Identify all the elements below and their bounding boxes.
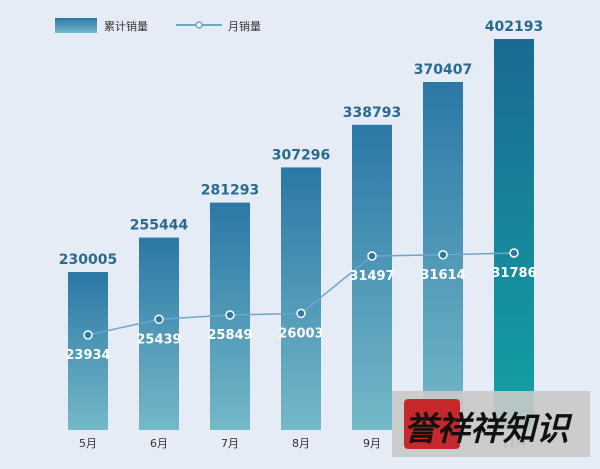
x-tick-label-0: 5月: [79, 437, 97, 450]
line-value-label-1: 25439: [136, 332, 181, 347]
line-point-labels-group: 23934 25439 25849 26003 31497 31614 31786: [65, 266, 536, 363]
bar-6: [494, 39, 534, 430]
bar-1: [139, 237, 179, 430]
bar-value-label-3: 307296: [272, 147, 330, 163]
bar-value-label-6: 402193: [485, 19, 543, 35]
legend: 累计销量 月销量: [55, 18, 261, 33]
legend-cumulative-label: 累计销量: [104, 19, 148, 33]
line-point-3: [296, 308, 306, 319]
x-tick-label-1: 6月: [150, 437, 168, 450]
line-point-5: [438, 250, 448, 260]
bar-value-label-2: 281293: [201, 183, 259, 199]
bar-value-label-0: 230005: [59, 252, 117, 268]
line-point-1: [154, 314, 164, 325]
x-tick-label-2: 7月: [221, 437, 239, 450]
line-value-label-0: 23934: [65, 348, 110, 363]
line-point-4: [367, 251, 377, 261]
bar-4: [352, 124, 392, 431]
line-value-label-6: 31786: [491, 266, 536, 281]
line-point-6: [509, 248, 519, 258]
bar-3: [281, 167, 321, 430]
line-value-label-5: 31614: [420, 268, 465, 283]
bars-group: [68, 39, 534, 431]
line-value-label-4: 31497: [349, 269, 394, 284]
line-points-group: [83, 248, 519, 340]
x-tick-label-4: 9月: [363, 437, 381, 450]
legend-dot-icon: [195, 21, 203, 29]
line-value-label-2: 25849: [207, 328, 252, 343]
legend-monthly-label: 月销量: [228, 19, 261, 33]
watermark-logo: [404, 399, 460, 449]
bar-labels-group: 230005 255444 281293 307296 338793 370407 4021…: [59, 19, 543, 268]
x-tick-label-3: 8月: [292, 437, 310, 450]
line-point-0: [83, 330, 93, 340]
line-value-label-3: 26003: [278, 326, 323, 341]
bar-value-label-5: 370407: [414, 62, 472, 78]
line-point-2: [225, 310, 235, 320]
watermark-text: 誉祥祥知识: [404, 409, 569, 448]
legend-bar-swatch: [55, 18, 97, 33]
bar-value-label-1: 255444: [130, 218, 189, 234]
bar-value-label-4: 338793: [343, 105, 401, 121]
bar-0: [68, 272, 108, 430]
